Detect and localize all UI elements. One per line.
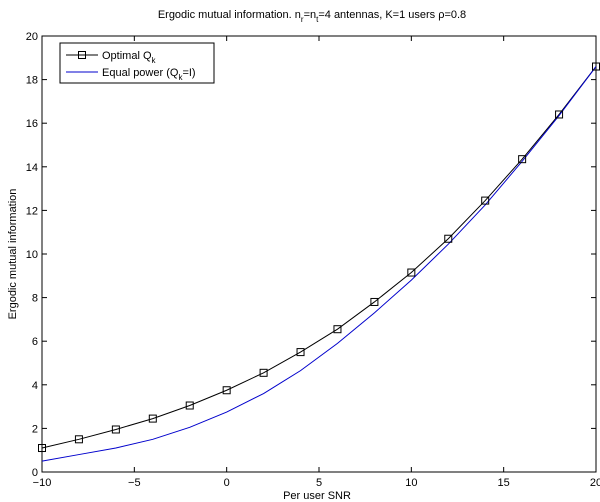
data-point-marker	[296, 348, 305, 357]
legend-box	[59, 42, 215, 84]
y-tick-label: 2	[32, 423, 38, 435]
x-tick-label: 5	[316, 477, 322, 489]
data-point-marker	[111, 425, 120, 434]
x-tick-label: 15	[498, 477, 510, 489]
x-tick-label: 0	[224, 477, 230, 489]
y-tick-label: 8	[32, 293, 38, 305]
y-tick-label: 10	[26, 249, 38, 261]
data-point-marker	[370, 297, 379, 306]
data-point-marker	[407, 268, 416, 277]
data-point-marker	[148, 414, 157, 423]
chart-title-sub-r: r	[301, 15, 304, 24]
data-point-marker	[555, 110, 564, 119]
x-tick-label: −10	[33, 477, 52, 489]
chart-title: Ergodic mutual information. nr=nt=4 ante…	[158, 9, 466, 24]
legend: Optimal Qk Equal power (Qk=I)	[59, 42, 215, 84]
data-point-marker	[444, 234, 453, 243]
data-point-marker	[185, 401, 194, 410]
data-point-marker	[481, 196, 490, 205]
data-point-marker	[333, 325, 342, 334]
data-point-marker	[222, 386, 231, 395]
y-axis-label: Ergodic mutual information	[7, 189, 19, 320]
y-tick-label: 20	[26, 31, 38, 43]
y-tick-label: 18	[26, 75, 38, 87]
data-point-marker	[74, 435, 83, 444]
legend-label-optimal: Optimal Qk	[102, 50, 157, 65]
x-tick-label: 20	[590, 477, 600, 489]
x-tick-label: 10	[405, 477, 417, 489]
chart-title-sub-t: t	[316, 15, 319, 24]
y-tick-label: 12	[26, 205, 38, 217]
legend-marker-optimal	[78, 51, 86, 59]
y-tick-label: 16	[26, 118, 38, 130]
data-point-marker	[38, 444, 46, 453]
y-tick-label: 4	[32, 380, 38, 392]
series-optimal-line	[41, 66, 597, 449]
plot-area-frame	[41, 35, 597, 473]
y-tick-label: 14	[26, 162, 38, 174]
x-axis-label: Per user SNR	[283, 490, 351, 502]
data-point-marker	[259, 368, 268, 377]
y-tick-label: 0	[32, 467, 38, 479]
data-point-marker	[518, 155, 527, 164]
y-tick-label: 6	[32, 336, 38, 348]
legend-label-equal: Equal power (Qk=I)	[102, 67, 196, 82]
series-equal-power-line	[41, 66, 597, 462]
x-tick-label: −5	[128, 477, 141, 489]
